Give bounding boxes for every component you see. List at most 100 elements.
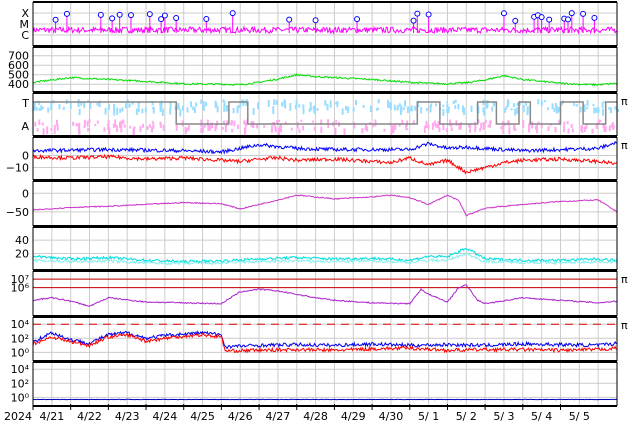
sector-dot xyxy=(479,128,482,132)
flare-marker xyxy=(568,10,575,17)
x-tick-label: 4/23 xyxy=(115,410,140,423)
sector-dot xyxy=(405,124,408,130)
sector-dot xyxy=(113,107,116,116)
sector-dot xyxy=(329,100,332,108)
sector-dot xyxy=(365,124,367,129)
sector-dot xyxy=(182,105,184,111)
sector-dot xyxy=(159,101,162,106)
flare-marker xyxy=(203,16,210,23)
sector-dot xyxy=(313,126,316,131)
sector-dot xyxy=(284,121,287,125)
sector-dot xyxy=(437,121,440,125)
sector-dot xyxy=(207,123,210,132)
sector-dot xyxy=(507,99,510,107)
sector-dot xyxy=(482,107,485,113)
sector-dot xyxy=(41,106,44,110)
sector-dot xyxy=(159,123,162,128)
sector-dot xyxy=(514,108,517,116)
sector-dot xyxy=(355,100,357,106)
sector-dot xyxy=(602,101,605,104)
sector-dot xyxy=(327,124,330,129)
flare-marker xyxy=(580,10,587,17)
sector-dot xyxy=(394,124,397,130)
sector-dot xyxy=(131,101,134,105)
sector-dot xyxy=(115,125,118,132)
sector-dot xyxy=(491,106,494,112)
sector-dot xyxy=(211,122,213,129)
sector-dot xyxy=(404,100,406,107)
sector-dot xyxy=(374,119,377,127)
flare-marker xyxy=(97,11,104,18)
sector-dot xyxy=(96,120,99,124)
sector-dot xyxy=(192,106,195,111)
sector-dot xyxy=(137,102,140,107)
sector-dot xyxy=(555,106,558,114)
grid-electron-flux xyxy=(32,271,617,316)
sector-dot xyxy=(442,104,445,108)
sector-dot xyxy=(586,100,589,107)
y-tick-label: 600 xyxy=(8,59,29,72)
sector-dot xyxy=(389,102,392,110)
sector-dot xyxy=(53,127,56,135)
sector-dot xyxy=(201,125,204,133)
grid-flare-class xyxy=(32,2,617,46)
sector-dot xyxy=(159,104,162,112)
sector-dot xyxy=(484,120,487,124)
sector-dot xyxy=(442,123,445,131)
sector-dot xyxy=(409,107,412,112)
flare-marker xyxy=(146,11,153,18)
sector-dot xyxy=(243,120,246,125)
flare-marker xyxy=(52,16,59,23)
sector-dot xyxy=(104,107,107,115)
sector-dot xyxy=(232,108,235,114)
sector-dot xyxy=(450,127,453,131)
sector-dot xyxy=(216,106,219,113)
series-flare-class-0 xyxy=(32,25,618,35)
sector-dot xyxy=(591,128,594,134)
y-tick-label: M xyxy=(20,18,30,31)
sector-dot xyxy=(142,123,144,128)
sector-dot xyxy=(69,102,72,110)
x-tick-label: 4/21 xyxy=(39,410,64,423)
sector-dot xyxy=(406,106,409,114)
sector-dot xyxy=(271,125,273,133)
x-tick-label: 4/24 xyxy=(153,410,178,423)
sector-dot xyxy=(83,102,86,109)
flare-marker xyxy=(109,15,116,22)
sector-dot xyxy=(129,125,131,129)
sector-dot xyxy=(148,124,151,128)
sector-dot xyxy=(536,126,538,131)
series-imf-components-1 xyxy=(32,153,618,175)
y-tick-label: 10⁰ xyxy=(11,391,30,404)
sector-dot xyxy=(560,102,563,106)
sector-dot xyxy=(544,100,547,103)
sector-dot xyxy=(599,119,602,122)
sector-dot xyxy=(35,107,38,111)
sector-dot xyxy=(469,123,472,129)
sector-dot xyxy=(276,120,279,124)
sector-dot xyxy=(563,125,566,133)
sector-dot xyxy=(461,105,464,113)
sector-dot xyxy=(516,107,519,114)
sector-dot xyxy=(518,101,521,106)
flare-marker xyxy=(312,17,319,24)
sector-dot xyxy=(214,125,217,132)
y-tick-label: 10⁶ xyxy=(11,282,30,295)
sector-dot xyxy=(203,105,206,111)
y-tick-label: 40 xyxy=(15,234,29,247)
sector-dot xyxy=(604,126,607,133)
sector-dot xyxy=(343,128,346,137)
flare-marker xyxy=(546,16,553,23)
sector-dot xyxy=(125,103,127,109)
sector-dot xyxy=(278,128,280,136)
flare-marker xyxy=(229,10,236,17)
sector-dot xyxy=(336,101,339,108)
sector-dot xyxy=(401,119,404,125)
sector-dot xyxy=(116,107,119,115)
sector-dot xyxy=(96,102,99,106)
sector-dot xyxy=(107,104,110,111)
sector-dot xyxy=(205,102,208,107)
sector-dot xyxy=(487,124,490,128)
y-tick-label: X xyxy=(21,7,29,20)
